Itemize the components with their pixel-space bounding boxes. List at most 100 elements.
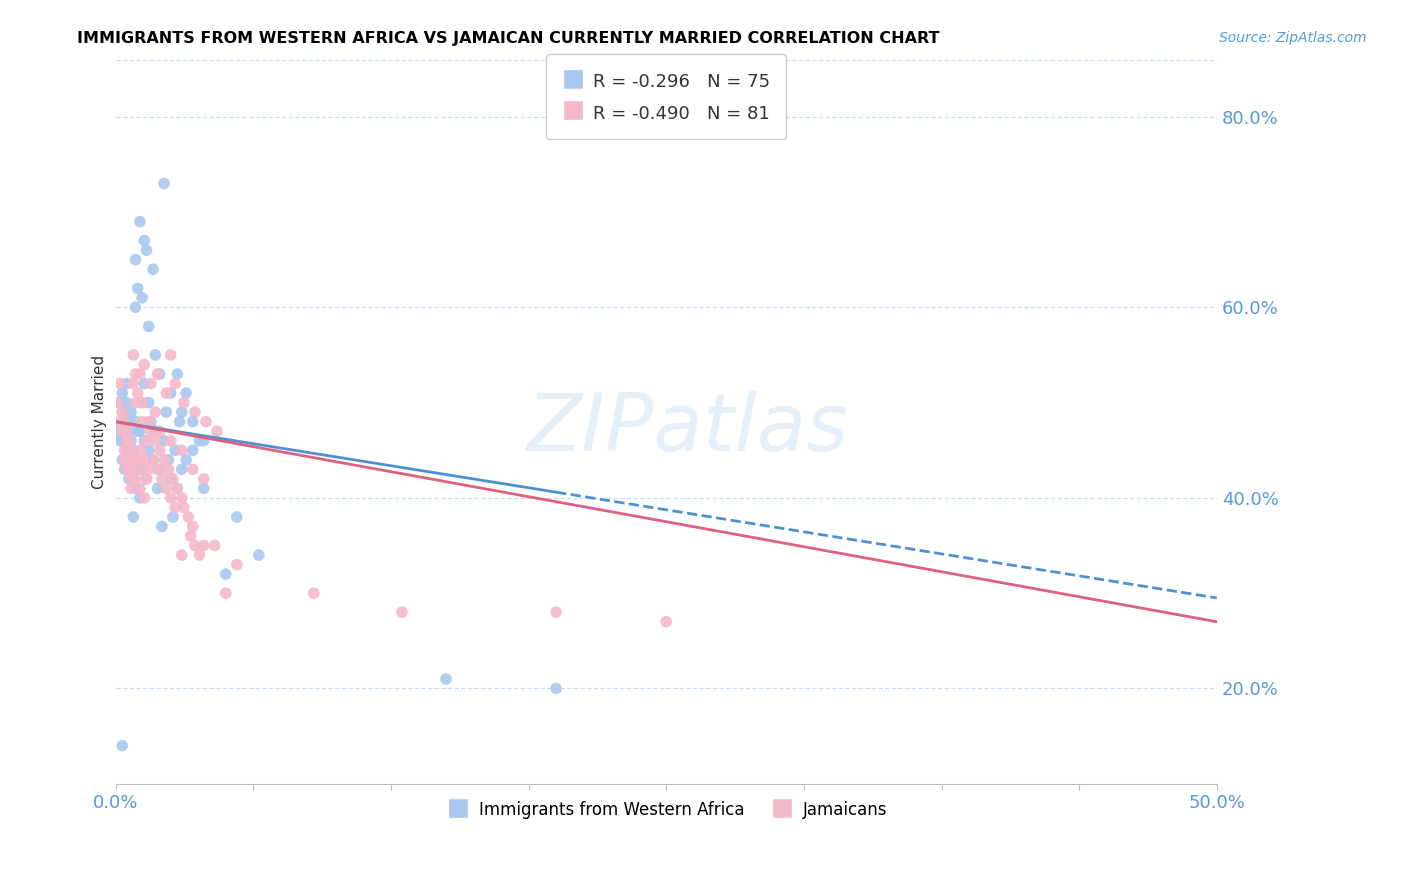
Legend: Immigrants from Western Africa, Jamaicans: Immigrants from Western Africa, Jamaican…: [439, 794, 894, 826]
Point: [139, 424, 162, 438]
Point: [173, 395, 195, 409]
Point: [128, 443, 150, 458]
Point: [134, 234, 156, 248]
Point: [114, 415, 136, 429]
Point: [114, 452, 136, 467]
Point: [247, 548, 270, 562]
Point: [181, 462, 204, 476]
Point: [111, 405, 134, 419]
Point: [131, 415, 153, 429]
Point: [180, 529, 202, 543]
Point: [134, 491, 156, 505]
Point: [107, 424, 129, 438]
Point: [155, 405, 177, 419]
Point: [114, 462, 136, 476]
Point: [114, 443, 136, 458]
Point: [170, 548, 193, 562]
Point: [155, 386, 177, 401]
Point: [170, 405, 193, 419]
Point: [120, 452, 142, 467]
Point: [153, 177, 176, 191]
Point: [143, 434, 166, 448]
Point: [138, 395, 160, 409]
Point: [162, 472, 184, 486]
Point: [134, 358, 156, 372]
Point: [157, 452, 180, 467]
Point: [118, 472, 141, 486]
Point: [165, 500, 187, 515]
Point: [128, 367, 150, 381]
Point: [124, 252, 146, 267]
Point: [120, 443, 142, 458]
Point: [107, 395, 129, 409]
Point: [149, 424, 172, 438]
Point: [131, 395, 153, 409]
Point: [143, 348, 166, 362]
Point: [205, 424, 228, 438]
Point: [131, 462, 153, 476]
Point: [146, 367, 169, 381]
Point: [225, 558, 247, 572]
Point: [111, 386, 134, 401]
Point: [166, 481, 188, 495]
Point: [139, 415, 162, 429]
Point: [215, 567, 238, 582]
Point: [122, 452, 145, 467]
Point: [142, 452, 165, 467]
Point: [181, 443, 204, 458]
Point: [138, 415, 160, 429]
Point: [114, 434, 136, 448]
Point: [115, 434, 138, 448]
Point: [108, 415, 131, 429]
Point: [108, 376, 131, 391]
Point: [118, 462, 141, 476]
Point: [177, 510, 200, 524]
Point: [124, 472, 146, 486]
Point: [173, 500, 195, 515]
Point: [108, 434, 131, 448]
Point: [170, 443, 193, 458]
Text: Source: ZipAtlas.com: Source: ZipAtlas.com: [1219, 31, 1367, 45]
Point: [128, 491, 150, 505]
Point: [155, 481, 177, 495]
Point: [115, 443, 138, 458]
Point: [159, 472, 181, 486]
Point: [118, 424, 141, 438]
Point: [153, 452, 176, 467]
Text: ZIPatlas: ZIPatlas: [527, 390, 849, 468]
Point: [655, 615, 678, 629]
Point: [115, 424, 138, 438]
Point: [184, 539, 207, 553]
Point: [153, 434, 176, 448]
Point: [150, 472, 173, 486]
Point: [124, 301, 146, 315]
Point: [170, 491, 193, 505]
Point: [124, 481, 146, 495]
Point: [124, 415, 146, 429]
Point: [128, 481, 150, 495]
Point: [122, 443, 145, 458]
Point: [111, 452, 134, 467]
Point: [546, 605, 568, 619]
Point: [124, 395, 146, 409]
Point: [159, 386, 181, 401]
Point: [165, 443, 187, 458]
Point: [193, 472, 215, 486]
Point: [184, 405, 207, 419]
Point: [188, 548, 211, 562]
Point: [120, 434, 142, 448]
Point: [157, 462, 180, 476]
Point: [131, 291, 153, 305]
Point: [127, 462, 149, 476]
Point: [135, 472, 157, 486]
Point: [120, 462, 142, 476]
Point: [150, 519, 173, 533]
Point: [170, 462, 193, 476]
Point: [162, 510, 184, 524]
Point: [434, 672, 457, 686]
Point: [111, 739, 134, 753]
Point: [118, 434, 141, 448]
Point: [115, 462, 138, 476]
Point: [166, 367, 188, 381]
Point: [115, 395, 138, 409]
